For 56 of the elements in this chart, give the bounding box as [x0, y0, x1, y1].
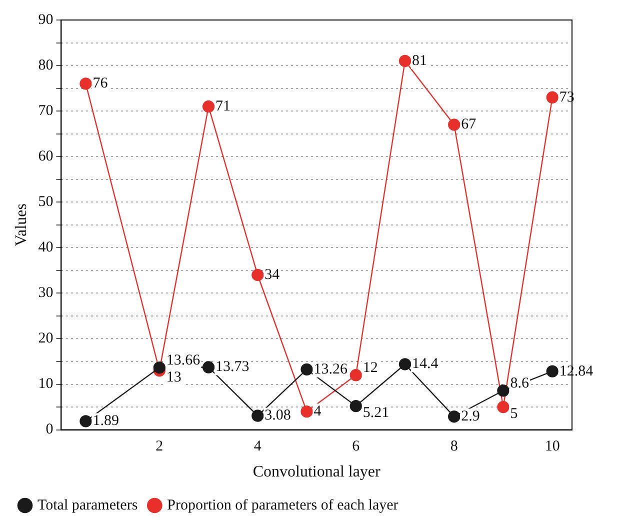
point — [252, 410, 264, 422]
point — [448, 118, 460, 131]
data-label: 12 — [362, 360, 378, 376]
legend-label: Total parameters — [38, 497, 138, 514]
point — [350, 369, 362, 382]
y-tick-label: 40 — [38, 240, 54, 256]
point — [398, 358, 412, 370]
x-tick-label: 2 — [156, 438, 164, 455]
data-label: 8.6 — [510, 376, 530, 392]
data-label: 13.66 — [166, 352, 201, 369]
point — [202, 100, 215, 113]
data-label: 67 — [461, 116, 477, 133]
data-label: 5 — [510, 406, 518, 422]
point — [497, 400, 510, 414]
data-label: 4 — [314, 404, 322, 420]
point — [80, 78, 92, 90]
y-tick-label: 60 — [38, 148, 54, 165]
y-tick-label: 70 — [38, 103, 54, 120]
point — [350, 400, 362, 412]
y-tick-label: 80 — [38, 57, 54, 74]
point — [497, 384, 510, 397]
data-label: 34 — [264, 266, 280, 283]
x-axis-title: Convolutional layer — [252, 464, 382, 481]
point — [546, 91, 558, 104]
y-tick-label: 30 — [38, 285, 54, 302]
point — [202, 361, 215, 374]
data-label: 13 — [166, 370, 182, 386]
data-label: 13.26 — [314, 361, 348, 378]
y-axis-title: Values — [12, 204, 30, 246]
y-tick-label: 20 — [38, 330, 54, 347]
legend-label: Proportion of parameters of each layer — [167, 497, 398, 514]
data-label: 3.08 — [264, 408, 291, 424]
data-label: 14.4 — [412, 356, 439, 372]
data-label: 71 — [216, 98, 231, 114]
data-label: 2.9 — [461, 408, 480, 425]
point — [252, 268, 264, 282]
x-tick-label: 8 — [450, 438, 458, 455]
point — [300, 405, 313, 418]
data-label: 76 — [92, 76, 108, 92]
data-label: 1.89 — [92, 413, 120, 430]
data-label: 81 — [412, 52, 428, 69]
data-label: 13.73 — [216, 359, 250, 376]
point — [153, 362, 166, 374]
point — [300, 363, 313, 376]
point — [80, 415, 92, 428]
y-tick-label: 50 — [38, 194, 54, 210]
x-tick-label: 4 — [254, 438, 262, 455]
y-tick-label: 0 — [46, 422, 54, 438]
point — [448, 410, 460, 423]
point — [546, 365, 558, 378]
data-label: 5.21 — [362, 405, 390, 422]
point — [398, 54, 412, 68]
x-tick-label: 10 — [544, 438, 560, 455]
x-tick-label: 6 — [352, 438, 360, 455]
y-tick-label: 90 — [38, 12, 54, 28]
y-tick-label: 10 — [38, 376, 54, 392]
